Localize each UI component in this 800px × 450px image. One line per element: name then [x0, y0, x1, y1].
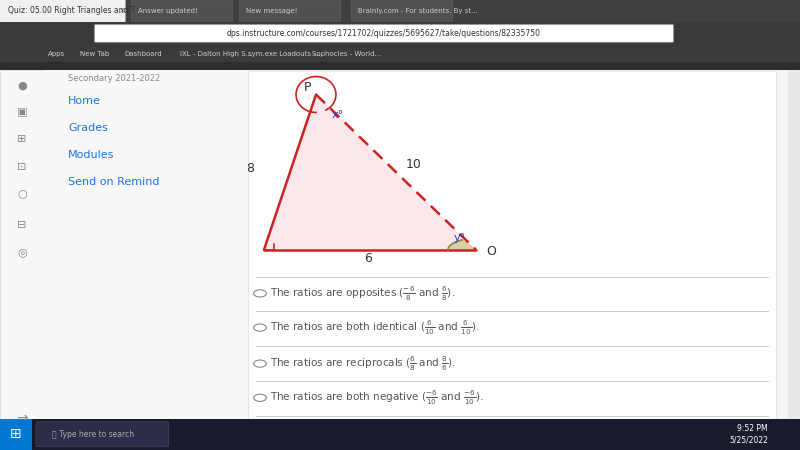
Bar — [0, 0, 800, 22]
Text: ⊞: ⊞ — [18, 135, 26, 144]
Text: ⊟: ⊟ — [18, 220, 26, 230]
Text: O: O — [486, 245, 496, 257]
Text: P: P — [304, 81, 311, 94]
FancyBboxPatch shape — [94, 24, 674, 42]
Polygon shape — [264, 94, 476, 250]
Text: 9:52 PM
5/25/2022: 9:52 PM 5/25/2022 — [729, 424, 768, 445]
Text: Quiz: 05.00 Right Triangles and T: Quiz: 05.00 Right Triangles and T — [8, 6, 135, 15]
Text: 🔍 Type here to search: 🔍 Type here to search — [52, 430, 134, 439]
Text: Send on Remind: Send on Remind — [68, 177, 159, 187]
FancyBboxPatch shape — [36, 422, 169, 447]
Text: ▣: ▣ — [17, 108, 27, 117]
Bar — [0, 418, 800, 450]
Bar — [248, 71, 776, 432]
Text: Home: Home — [68, 96, 101, 106]
Text: ⊡: ⊡ — [18, 162, 26, 171]
Bar — [0, 22, 800, 45]
Text: ⊞: ⊞ — [10, 427, 22, 441]
Text: New Tab: New Tab — [80, 50, 110, 57]
Text: ●: ● — [17, 81, 27, 90]
Text: Secondary 2021-2022: Secondary 2021-2022 — [68, 74, 160, 83]
Bar — [0, 45, 800, 62]
Text: Apps: Apps — [48, 50, 65, 57]
Text: 6: 6 — [364, 252, 372, 265]
Text: 10: 10 — [406, 158, 422, 171]
Text: y°: y° — [454, 233, 466, 243]
Text: dps.instructure.com/courses/1721702/quizzes/5695627/take/questions/82335750: dps.instructure.com/courses/1721702/quiz… — [227, 29, 541, 38]
Bar — [44, 70, 788, 443]
FancyBboxPatch shape — [239, 0, 341, 21]
Text: Answer updated!: Answer updated! — [138, 8, 198, 14]
Text: x°: x° — [332, 110, 344, 120]
Polygon shape — [448, 240, 476, 250]
Text: ○: ○ — [17, 189, 27, 198]
Text: ◎: ◎ — [17, 247, 27, 257]
Text: IXL - Dalton High S...: IXL - Dalton High S... — [180, 50, 252, 57]
Text: The ratios are both negative ($\mathregular{\frac{−6}{10}}$ and $\mathregular{\f: The ratios are both negative ($\mathregu… — [270, 388, 484, 407]
Text: The ratios are opposites ($\mathregular{\frac{−6}{8}}$ and $\mathregular{\frac{6: The ratios are opposites ($\mathregular{… — [270, 284, 456, 303]
Text: Modules: Modules — [68, 150, 114, 160]
Bar — [0, 418, 32, 450]
Text: 8: 8 — [246, 162, 254, 175]
Bar — [0, 0, 800, 70]
Text: Sophocles - World...: Sophocles - World... — [312, 50, 382, 57]
Bar — [44, 70, 248, 431]
FancyBboxPatch shape — [0, 0, 126, 22]
Bar — [0, 70, 44, 450]
Text: →: → — [16, 411, 28, 426]
Text: New message!: New message! — [246, 8, 298, 14]
Text: ×: × — [118, 6, 126, 15]
Text: Brainly.com - For students. By st...: Brainly.com - For students. By st... — [358, 8, 478, 14]
Text: Dashboard: Dashboard — [124, 50, 162, 57]
Text: The ratios are both identical ($\mathregular{\frac{6}{10}}$ and $\mathregular{\f: The ratios are both identical ($\mathreg… — [270, 318, 480, 337]
Text: Grades: Grades — [68, 123, 108, 133]
FancyBboxPatch shape — [351, 0, 453, 21]
Text: sym.exe Loadouts -...: sym.exe Loadouts -... — [248, 50, 322, 57]
Text: The ratios are reciprocals ($\mathregular{\frac{6}{8}}$ and $\mathregular{\frac{: The ratios are reciprocals ($\mathregula… — [270, 354, 456, 373]
FancyBboxPatch shape — [131, 0, 233, 21]
